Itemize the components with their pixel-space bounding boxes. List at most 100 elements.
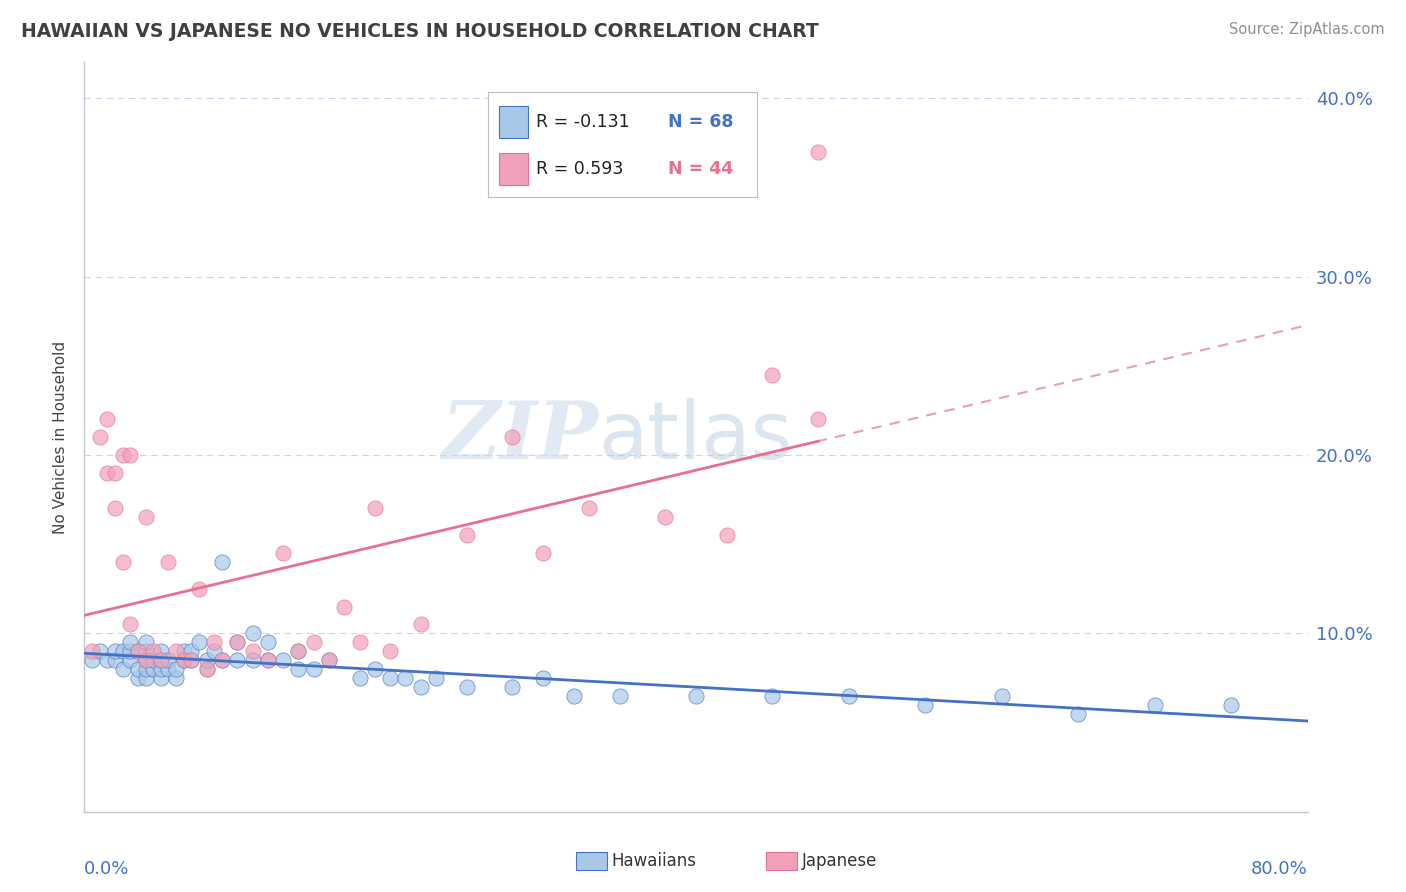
Text: 0.0%: 0.0% xyxy=(84,861,129,879)
Point xyxy=(135,635,157,649)
Point xyxy=(914,698,936,712)
Point xyxy=(531,671,554,685)
Point xyxy=(211,653,233,667)
Point xyxy=(202,635,225,649)
Point xyxy=(257,635,280,649)
Point xyxy=(142,662,165,676)
Point xyxy=(149,644,172,658)
Point xyxy=(654,510,676,524)
Point xyxy=(173,653,195,667)
Point xyxy=(135,671,157,685)
Point xyxy=(80,644,103,658)
Point xyxy=(838,689,860,703)
Point xyxy=(173,644,195,658)
Point xyxy=(149,671,172,685)
Point xyxy=(456,528,478,542)
Text: Source: ZipAtlas.com: Source: ZipAtlas.com xyxy=(1229,22,1385,37)
Point xyxy=(80,653,103,667)
Point xyxy=(135,653,157,667)
Point xyxy=(89,644,111,658)
Point xyxy=(242,653,264,667)
Point xyxy=(104,644,127,658)
Point xyxy=(380,644,402,658)
Point xyxy=(188,635,211,649)
Point xyxy=(157,555,180,569)
Point xyxy=(502,680,524,694)
Point xyxy=(394,671,416,685)
Point xyxy=(349,635,371,649)
Text: atlas: atlas xyxy=(598,398,793,476)
Point xyxy=(96,412,118,426)
Point xyxy=(257,653,280,667)
Point xyxy=(991,689,1014,703)
Point xyxy=(409,617,432,632)
Text: ZIP: ZIP xyxy=(441,399,598,475)
Point xyxy=(349,671,371,685)
Point xyxy=(111,555,134,569)
Point xyxy=(318,653,340,667)
Point xyxy=(333,599,356,614)
Point xyxy=(271,653,294,667)
Point xyxy=(188,582,211,596)
Point xyxy=(1067,706,1090,721)
Point xyxy=(111,662,134,676)
Point xyxy=(111,644,134,658)
Point xyxy=(302,662,325,676)
Point xyxy=(287,644,309,658)
Point xyxy=(173,653,195,667)
Point xyxy=(195,653,218,667)
Text: Hawaiians: Hawaiians xyxy=(612,852,696,870)
Point xyxy=(120,448,142,462)
Point xyxy=(1220,698,1243,712)
Point xyxy=(157,662,180,676)
Point xyxy=(242,644,264,658)
Point xyxy=(211,653,233,667)
Point xyxy=(531,546,554,560)
Point xyxy=(761,689,783,703)
Point xyxy=(127,671,149,685)
Point xyxy=(120,644,142,658)
Point xyxy=(104,466,127,480)
Point xyxy=(202,644,225,658)
Point xyxy=(149,662,172,676)
Point xyxy=(1143,698,1166,712)
Point xyxy=(135,510,157,524)
Point xyxy=(287,662,309,676)
Y-axis label: No Vehicles in Household: No Vehicles in Household xyxy=(53,341,69,533)
Point xyxy=(180,653,202,667)
Point xyxy=(716,528,738,542)
Point xyxy=(165,644,187,658)
Point xyxy=(96,466,118,480)
Text: Japanese: Japanese xyxy=(801,852,877,870)
Point xyxy=(226,635,249,649)
Point xyxy=(157,653,180,667)
Point xyxy=(685,689,707,703)
Point xyxy=(578,501,600,516)
Point xyxy=(364,662,387,676)
Point xyxy=(104,653,127,667)
Point xyxy=(135,644,157,658)
Point xyxy=(761,368,783,382)
Point xyxy=(502,430,524,444)
Point xyxy=(127,662,149,676)
Point xyxy=(104,501,127,516)
Point xyxy=(195,662,218,676)
Point xyxy=(120,653,142,667)
Point xyxy=(211,555,233,569)
Point xyxy=(287,644,309,658)
Point xyxy=(96,653,118,667)
Point xyxy=(380,671,402,685)
Point xyxy=(127,644,149,658)
Point xyxy=(89,430,111,444)
Text: HAWAIIAN VS JAPANESE NO VEHICLES IN HOUSEHOLD CORRELATION CHART: HAWAIIAN VS JAPANESE NO VEHICLES IN HOUS… xyxy=(21,22,818,41)
Point xyxy=(165,662,187,676)
Point xyxy=(120,617,142,632)
Point xyxy=(127,644,149,658)
Point xyxy=(609,689,631,703)
Point xyxy=(456,680,478,694)
Point xyxy=(425,671,447,685)
Point xyxy=(242,626,264,640)
Text: 80.0%: 80.0% xyxy=(1251,861,1308,879)
Point xyxy=(180,653,202,667)
Point xyxy=(180,644,202,658)
